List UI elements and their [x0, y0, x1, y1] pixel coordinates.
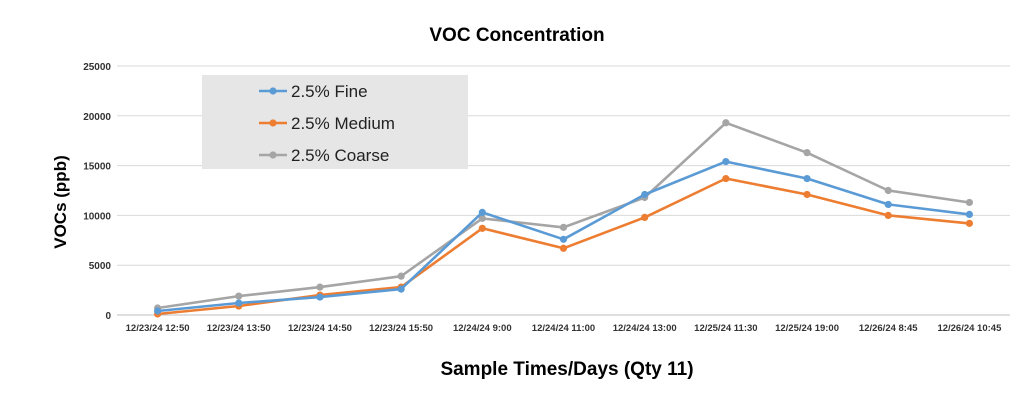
- x-tick-label: 12/23/24 12:50: [126, 323, 190, 334]
- y-tick-label: 10000: [83, 211, 111, 222]
- data-point: [722, 174, 730, 183]
- y-axis-label: VOCs (ppb): [51, 155, 70, 249]
- data-point: [559, 235, 568, 243]
- legend-swatch-marker: [269, 87, 277, 95]
- x-tick-label: 12/23/24 13:50: [207, 323, 271, 334]
- y-tick-label: 25000: [83, 62, 111, 73]
- y-axis-ticks: 0 5000 10000 15000 20000 25000: [83, 62, 111, 322]
- data-point: [803, 174, 811, 183]
- data-point: [316, 293, 324, 301]
- x-tick-label: 12/25/24 11:30: [694, 323, 757, 334]
- data-point: [478, 208, 486, 217]
- data-point: [965, 198, 974, 207]
- legend: 2.5% Fine 2.5% Medium 2.5% Coarse: [202, 75, 468, 169]
- y-tick-label: 5000: [89, 261, 112, 272]
- legend-entry: 2.5% Coarse: [259, 146, 389, 165]
- x-tick-label: 12/23/24 15:50: [369, 323, 433, 334]
- data-point: [397, 272, 405, 280]
- legend-label: 2.5% Fine: [291, 82, 368, 101]
- data-point: [478, 214, 486, 222]
- legend-background: [202, 75, 468, 169]
- data-point: [884, 200, 892, 209]
- legend-entry: 2.5% Fine: [259, 82, 368, 101]
- data-point: [397, 285, 405, 293]
- data-point: [316, 283, 324, 291]
- legend-label: 2.5% Medium: [291, 114, 395, 133]
- data-point: [965, 210, 974, 219]
- x-tick-label: 12/26/24 8:45: [859, 323, 918, 334]
- legend-label: 2.5% Coarse: [291, 146, 389, 165]
- data-point: [559, 223, 568, 231]
- x-tick-label: 12/24/24 11:00: [532, 323, 595, 334]
- data-point: [641, 213, 649, 221]
- data-point: [803, 190, 811, 199]
- x-tick-label: 12/25/24 19:00: [775, 323, 839, 334]
- x-tick-label: 12/26/24 10:45: [937, 323, 1002, 334]
- x-tick-label: 12/23/24 14:50: [288, 323, 352, 334]
- series-2-5-coarse: [153, 119, 974, 312]
- data-point: [884, 211, 892, 219]
- x-tick-label: 12/24/24 13:00: [613, 323, 677, 334]
- legend-swatch-marker: [269, 151, 277, 159]
- data-point: [722, 119, 730, 127]
- series-2-5-medium: [153, 174, 974, 318]
- data-point: [153, 307, 162, 315]
- y-tick-label: 20000: [83, 112, 111, 123]
- legend-entry: 2.5% Medium: [259, 114, 395, 133]
- data-point: [965, 219, 974, 227]
- y-tick-label: 0: [105, 311, 111, 322]
- data-point: [478, 224, 486, 232]
- x-axis-label: Sample Times/Days (Qty 11): [440, 359, 693, 380]
- series-2-5-fine: [153, 158, 974, 315]
- x-tick-label: 12/24/24 9:00: [453, 323, 512, 334]
- chart-title: VOC Concentration: [429, 25, 604, 46]
- legend-swatch-marker: [269, 119, 277, 127]
- data-point: [803, 149, 811, 157]
- data-point: [722, 158, 730, 166]
- data-point: [559, 244, 568, 252]
- y-tick-label: 15000: [83, 162, 111, 173]
- x-axis-ticks: 12/23/24 12:50 12/23/24 13:50 12/23/24 14:…: [126, 323, 1002, 334]
- data-point: [884, 186, 892, 195]
- data-point: [235, 292, 243, 300]
- data-point: [235, 299, 243, 307]
- data-point: [641, 190, 649, 199]
- series-lines: [153, 119, 974, 318]
